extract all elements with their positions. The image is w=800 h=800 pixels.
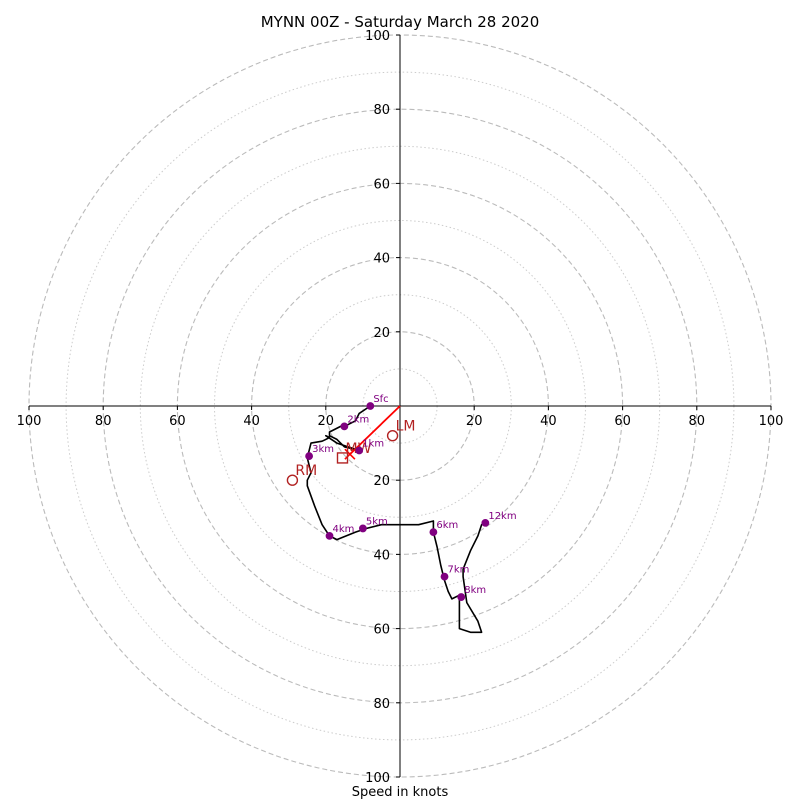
height-points: Sfc 1km 2km 3km 4km 5km 6km 7km 8km 12km	[305, 394, 517, 601]
y-tick-label: 40	[373, 548, 390, 563]
y-tick-label: 40	[373, 252, 390, 267]
mw-marker	[336, 452, 349, 464]
height-point-12km	[481, 518, 490, 527]
height-label-8km: 8km	[464, 585, 486, 596]
height-point-3km	[305, 452, 314, 460]
rm-label: RM	[295, 463, 317, 479]
rm-marker	[286, 474, 299, 486]
x-tick-label: 20	[466, 414, 483, 429]
height-point-8km	[457, 593, 466, 601]
height-label-5km: 5km	[366, 516, 388, 527]
height-label-1km: 1km	[362, 439, 384, 450]
x-tick-label: 40	[243, 414, 260, 429]
height-point-6km	[429, 528, 438, 537]
height-label-2km: 2km	[347, 414, 369, 425]
height-point-7km	[440, 572, 449, 581]
shear-vector	[349, 405, 401, 455]
height-label-7km: 7km	[448, 565, 470, 576]
y-tick-label: 20	[373, 474, 390, 489]
chart-title: MYNN 00Z - Saturday March 28 2020	[261, 13, 540, 31]
hodograph-series	[306, 405, 486, 634]
height-point-sfc	[366, 402, 375, 410]
height-point-2km	[340, 422, 349, 431]
x-tick-label: 60	[614, 414, 631, 429]
y-tick-label: 60	[373, 177, 390, 192]
x-tick-label: 100	[17, 414, 42, 429]
height-point-4km	[325, 531, 334, 540]
shear-vector-end-mark	[344, 448, 356, 460]
height-label-6km: 6km	[436, 520, 458, 531]
height-point-5km	[359, 524, 367, 533]
x-tick-label: 100	[759, 414, 784, 429]
height-label-12km: 12km	[488, 511, 516, 522]
height-label-sfc: Sfc	[373, 394, 388, 405]
x-tick-label: 80	[689, 414, 706, 429]
height-label-3km: 3km	[312, 444, 334, 455]
y-tick-label: 80	[373, 103, 390, 118]
hodograph-line	[306, 405, 486, 634]
tick-labels: 100 80 60 40 20 20 40 60 80 100 100 80 60 40 20 20 40 60 8…	[17, 29, 784, 786]
y-tick-label: 100	[365, 771, 390, 786]
x-tick-label: 20	[318, 414, 335, 429]
x-axis-label: Speed in knots	[352, 785, 449, 800]
x-tick-label: 80	[95, 414, 112, 429]
lm-label: LM	[396, 419, 416, 435]
lm-marker	[386, 429, 399, 442]
storm-motion-markers: LMRMMW	[286, 419, 416, 486]
y-tick-label: 60	[373, 623, 390, 638]
height-label-4km: 4km	[333, 524, 355, 535]
x-tick-label: 40	[540, 414, 557, 429]
x-tick-label: 60	[169, 414, 186, 429]
y-tick-label: 20	[373, 326, 390, 341]
y-tick-label: 100	[365, 29, 390, 44]
y-tick-label: 80	[373, 697, 390, 712]
height-point-1km	[355, 446, 364, 455]
